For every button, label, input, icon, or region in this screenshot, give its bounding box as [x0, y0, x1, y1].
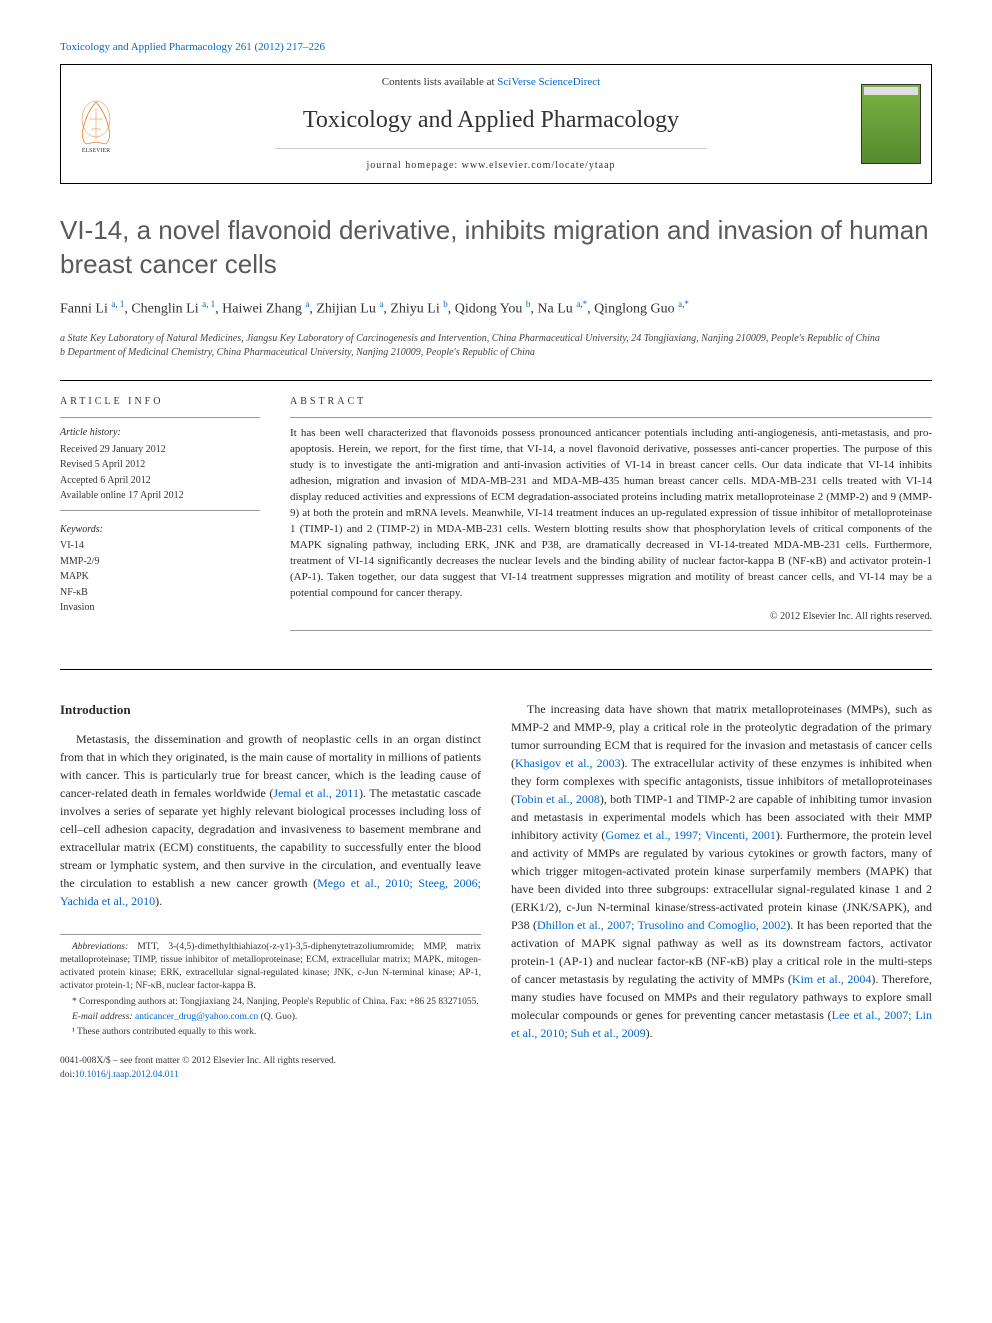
email-suffix: (Q. Guo).	[258, 1012, 297, 1022]
abstract-heading: ABSTRACT	[290, 395, 932, 410]
intro-text: ). The metastatic cascade involves a ser…	[60, 786, 481, 890]
article-info-column: ARTICLE INFO Article history: Received 2…	[60, 395, 260, 639]
intro-text: ).	[155, 894, 162, 908]
doi-label: doi:	[60, 1070, 75, 1080]
authors-line: Fanni Li a, 1, Chenglin Li a, 1, Haiwei …	[60, 298, 932, 320]
journal-cover-thumbnail	[861, 84, 921, 164]
footnotes-block: Abbreviations: MTT, 3-(4,5)-dimethylthia…	[60, 934, 481, 1040]
history-label: Article history:	[60, 426, 260, 441]
history-item: Revised 5 April 2012	[60, 458, 260, 473]
sciverse-link[interactable]: SciVerse ScienceDirect	[497, 76, 600, 88]
email-link[interactable]: anticancer_drug@yahoo.com.cn	[135, 1012, 258, 1022]
citation-link[interactable]: Jemal et al., 2011	[273, 786, 359, 800]
citation-link[interactable]: Kim et al., 2004	[792, 972, 871, 986]
equal-contrib-footnote: ¹ These authors contributed equally to t…	[60, 1026, 481, 1039]
journal-cover-cell	[851, 65, 931, 183]
keyword: MAPK	[60, 570, 260, 585]
section-divider	[60, 669, 932, 670]
corresponding-author-footnote: * Corresponding authors at: Tongjiaxiang…	[60, 996, 481, 1009]
left-column: Introduction Metastasis, the disseminati…	[60, 700, 481, 1082]
citation-link[interactable]: Tobin et al., 2008	[515, 792, 600, 806]
svg-text:ELSEVIER: ELSEVIER	[82, 148, 110, 154]
abstract-column: ABSTRACT It has been well characterized …	[290, 395, 932, 639]
introduction-heading: Introduction	[60, 700, 481, 720]
meta-divider	[290, 630, 932, 631]
keyword: MMP-2/9	[60, 555, 260, 570]
abstract-text: It has been well characterized that flav…	[290, 426, 932, 601]
email-footnote: E-mail address: anticancer_drug@yahoo.co…	[60, 1011, 481, 1024]
journal-homepage: journal homepage: www.elsevier.com/locat…	[366, 159, 615, 174]
contents-list-line: Contents lists available at SciVerse Sci…	[382, 75, 600, 91]
elsevier-tree-logo: ELSEVIER	[71, 94, 121, 154]
affiliation: b Department of Medicinal Chemistry, Chi…	[60, 346, 932, 360]
journal-header-box: ELSEVIER Contents lists available at Sci…	[60, 64, 932, 184]
article-info-heading: ARTICLE INFO	[60, 395, 260, 410]
doi-link[interactable]: 10.1016/j.taap.2012.04.011	[75, 1070, 179, 1080]
keyword: NF-κB	[60, 586, 260, 601]
bottom-publication-info: 0041-008X/$ – see front matter © 2012 El…	[60, 1054, 481, 1083]
keyword: Invasion	[60, 601, 260, 616]
citation-link[interactable]: Gomez et al., 1997; Vincenti, 2001	[605, 828, 775, 842]
abbreviations-footnote: Abbreviations: MTT, 3-(4,5)-dimethylthia…	[60, 941, 481, 994]
intro-text: ). Furthermore, the protein level and ac…	[511, 828, 932, 932]
intro-text: ).	[646, 1026, 653, 1040]
keyword: VI-14	[60, 539, 260, 554]
doi-line: doi:10.1016/j.taap.2012.04.011	[60, 1068, 481, 1082]
issn-line: 0041-008X/$ – see front matter © 2012 El…	[60, 1054, 481, 1068]
journal-header-center: Contents lists available at SciVerse Sci…	[131, 65, 851, 183]
meta-abstract-row: ARTICLE INFO Article history: Received 2…	[60, 395, 932, 639]
contents-prefix: Contents lists available at	[382, 76, 497, 88]
journal-reference-link[interactable]: Toxicology and Applied Pharmacology 261 …	[60, 40, 932, 56]
meta-divider	[290, 417, 932, 418]
email-label: E-mail address:	[72, 1012, 135, 1022]
citation-link[interactable]: Khasigov et al., 2003	[515, 756, 621, 770]
journal-name: Toxicology and Applied Pharmacology	[303, 103, 679, 138]
header-divider	[275, 148, 707, 149]
affiliations-block: a State Key Laboratory of Natural Medici…	[60, 332, 932, 360]
keywords-label: Keywords:	[60, 523, 260, 538]
meta-divider	[60, 510, 260, 511]
history-item: Received 29 January 2012	[60, 443, 260, 458]
abstract-copyright: © 2012 Elsevier Inc. All rights reserved…	[290, 610, 932, 625]
article-title: VI-14, a novel flavonoid derivative, inh…	[60, 214, 932, 282]
abbrev-label: Abbreviations:	[72, 942, 128, 952]
section-divider	[60, 380, 932, 381]
meta-divider	[60, 417, 260, 418]
citation-link[interactable]: Dhillon et al., 2007; Trusolino and Como…	[537, 918, 786, 932]
intro-paragraph-2: The increasing data have shown that matr…	[511, 700, 932, 1042]
history-item: Available online 17 April 2012	[60, 489, 260, 504]
history-item: Accepted 6 April 2012	[60, 474, 260, 489]
intro-paragraph-1: Metastasis, the dissemination and growth…	[60, 730, 481, 910]
right-column: The increasing data have shown that matr…	[511, 700, 932, 1082]
affiliation: a State Key Laboratory of Natural Medici…	[60, 332, 932, 346]
publisher-logo-cell: ELSEVIER	[61, 65, 131, 183]
body-two-column: Introduction Metastasis, the disseminati…	[60, 700, 932, 1082]
